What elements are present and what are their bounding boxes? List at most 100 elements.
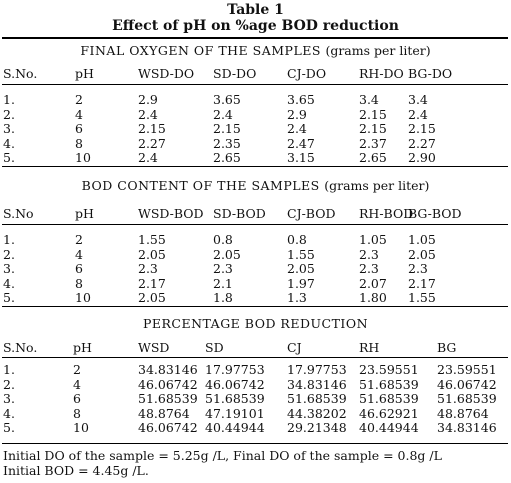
table-cell: 2.15: [138, 121, 166, 137]
table-cell: 48.8764: [437, 405, 489, 421]
table-cell: 23.59551: [359, 362, 419, 377]
table-cell: 1.05: [408, 232, 436, 247]
table-cell: 2.4: [408, 106, 428, 122]
column-header: SD-BOD: [213, 206, 266, 221]
table-cell: 3.4: [408, 92, 428, 107]
table-cell: 34.83146: [437, 420, 497, 436]
table-cell: 10: [73, 420, 89, 436]
table-cell: 1.55: [287, 246, 315, 262]
table-cell: 2: [73, 362, 81, 377]
table-cell: 4: [75, 246, 83, 262]
table-cell: 47.19101: [205, 405, 265, 421]
table-cell: 3.65: [287, 92, 315, 107]
table-cell: 46.62921: [359, 405, 419, 421]
column-header: pH: [75, 206, 94, 221]
table-cell: 2.4: [213, 106, 233, 122]
table-cell: 40.44944: [205, 420, 265, 436]
section-end-rule: [2, 166, 508, 167]
table-cell: 6: [73, 391, 81, 407]
column-header: pH: [73, 340, 92, 355]
table-cell: 2.15: [359, 106, 387, 122]
table-cell: 2.15: [359, 121, 387, 137]
table-cell: 2.9: [138, 92, 158, 107]
column-header: S.No.: [3, 340, 38, 355]
table-cell: 0.8: [213, 232, 233, 247]
table-cell: 2.05: [408, 246, 436, 262]
table-cell: 2.4: [138, 150, 158, 166]
table-cell: 2.3: [359, 261, 379, 277]
table-cell: 2.07: [359, 275, 387, 291]
table-cell: 23.59551: [437, 362, 497, 377]
column-header: RH: [359, 340, 380, 355]
table-cell: 34.83146: [138, 362, 198, 377]
table-cell: 51.68539: [359, 391, 419, 407]
section-end-rule: [2, 443, 508, 444]
header-rule: [2, 224, 508, 225]
top-rule: [2, 37, 508, 39]
table-cell: 2.3: [408, 261, 428, 277]
table-cell: 51.68539: [359, 376, 419, 392]
table-cell: 2.3: [213, 261, 233, 277]
column-header: BG-BOD: [408, 206, 462, 221]
table-cell: 1.05: [359, 232, 387, 247]
table-cell: 2: [75, 92, 83, 107]
table-cell: 3.: [3, 121, 15, 137]
table-cell: 4.: [3, 275, 15, 291]
column-header: BG-DO: [408, 66, 453, 81]
table-cell: 0.8: [287, 232, 307, 247]
table-cell: 8: [73, 405, 81, 421]
table-cell: 5.: [3, 420, 15, 436]
table-cell: 2.: [3, 106, 15, 122]
table-cell: 1.55: [138, 232, 166, 247]
table-cell: 2.9: [287, 106, 307, 122]
table-cell: 2.17: [408, 275, 436, 291]
table-cell: 10: [75, 150, 91, 166]
column-header: SD-DO: [213, 66, 257, 81]
column-header: WSD-DO: [138, 66, 195, 81]
table-cell: 2.47: [287, 135, 315, 151]
table-cell: 2.05: [138, 246, 166, 262]
table-cell: 8: [75, 275, 83, 291]
section-end-rule: [2, 306, 508, 307]
table-cell: 2.: [3, 246, 15, 262]
table-caption: Effect of pH on %age BOD reduction: [112, 18, 399, 34]
table-cell: 3.4: [359, 92, 379, 107]
table-number: Table 1: [227, 2, 284, 18]
table-cell: 34.83146: [287, 376, 347, 392]
table-cell: 2.4: [287, 121, 307, 137]
table-cell: 4.: [3, 135, 15, 151]
table-cell: 51.68539: [287, 391, 347, 407]
column-header: BG: [437, 340, 457, 355]
table-cell: 2.27: [408, 135, 436, 151]
table-cell: 6: [75, 121, 83, 137]
section-title: PERCENTAGE BOD REDUCTION: [0, 316, 511, 331]
table-cell: 46.06742: [205, 376, 265, 392]
table-cell: 2.15: [213, 121, 241, 137]
footnote: Initial BOD = 4.45g /L.: [3, 463, 149, 478]
table-cell: 48.8764: [138, 405, 190, 421]
table-cell: 44.38202: [287, 405, 347, 421]
table-cell: 2.3: [138, 261, 158, 277]
table-cell: 1.97: [287, 275, 315, 291]
column-header: RH-DO: [359, 66, 404, 81]
section-unit: (grams per liter): [324, 178, 430, 193]
table-cell: 29.21348: [287, 420, 347, 436]
table-cell: 2.27: [138, 135, 166, 151]
section-title: FINAL OXYGEN OF THE SAMPLES (grams per l…: [0, 43, 511, 58]
table-cell: 4: [75, 106, 83, 122]
table-cell: 2.17: [138, 275, 166, 291]
footnote: Initial DO of the sample = 5.25g /L, Fin…: [3, 448, 442, 463]
table-cell: 2.37: [359, 135, 387, 151]
table-cell: 1.: [3, 232, 15, 247]
header-rule: [2, 84, 508, 85]
table-cell: 46.06742: [138, 420, 198, 436]
column-header: RH-BOD: [359, 206, 414, 221]
section-title-text: FINAL OXYGEN OF THE SAMPLES: [80, 43, 321, 58]
column-header: WSD: [138, 340, 170, 355]
header-rule: [2, 357, 508, 358]
section-unit: (grams per liter): [325, 43, 431, 58]
table-cell: 4.: [3, 405, 15, 421]
table-cell: 2.15: [408, 121, 436, 137]
table-cell: 17.97753: [287, 362, 347, 377]
table-cell: 1.: [3, 92, 15, 107]
